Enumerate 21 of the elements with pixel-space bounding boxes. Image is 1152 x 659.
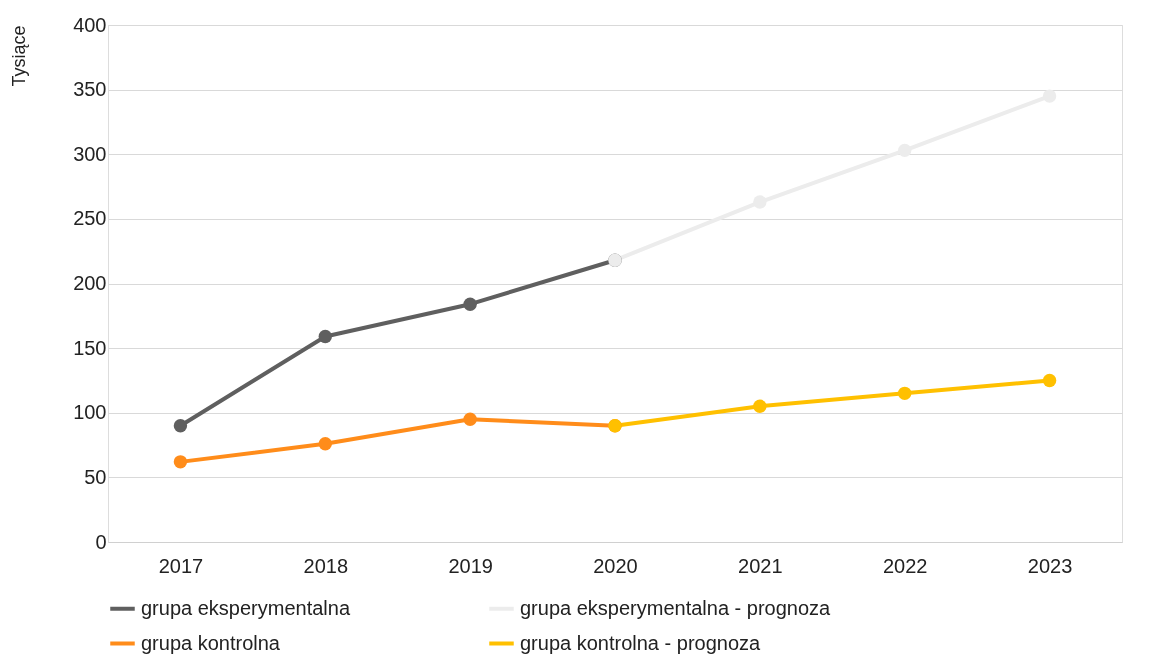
y-tick-label: 150: [73, 336, 107, 359]
legend-label: grupa kontrolna: [141, 631, 281, 654]
y-tick-label: 0: [95, 530, 107, 553]
y-axis-title: Tysiące: [8, 25, 29, 87]
y-tick-label: 100: [73, 401, 107, 424]
y-tick-label: 300: [73, 142, 107, 165]
legend-label: grupa kontrolna - prognoza: [520, 631, 762, 654]
y-tick-label: 350: [73, 78, 107, 101]
x-tick-label: 2017: [158, 554, 204, 577]
x-tick-label: 2022: [882, 554, 928, 577]
x-tick-label: 2020: [593, 554, 638, 577]
y-tick-label: 250: [73, 207, 107, 230]
x-tick-label: 2023: [1027, 554, 1073, 577]
y-tick-label: 200: [73, 272, 107, 294]
y-tick-label: 50: [84, 465, 107, 488]
legend-label: grupa eksperymentalna - prognoza: [520, 596, 832, 619]
x-tick-label: 2019: [448, 554, 493, 577]
x-tick-label: 2018: [303, 554, 349, 577]
x-tick-label: 2021: [738, 554, 783, 577]
y-tick-label: 400: [73, 13, 107, 36]
legend-label: grupa eksperymentalna: [141, 596, 351, 619]
